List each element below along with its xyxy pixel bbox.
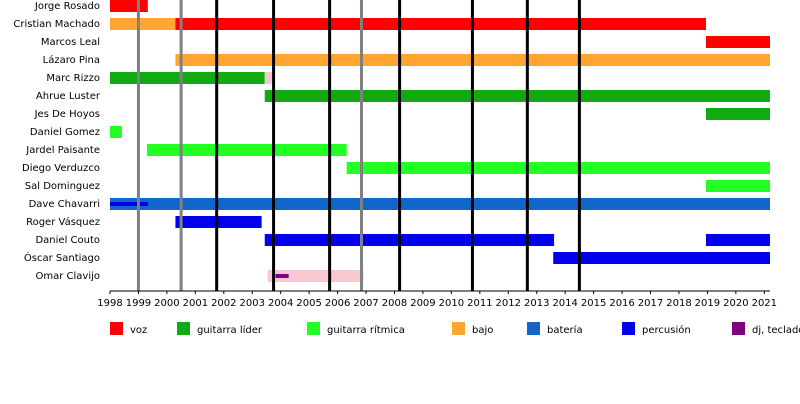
thin-bar: [110, 202, 148, 206]
bar: [264, 90, 770, 102]
x-tick-label: 2021: [752, 298, 777, 309]
legend-label: bajo: [472, 325, 493, 336]
x-tick-label: 1998: [97, 298, 122, 309]
x-tick-label: 1999: [126, 298, 151, 309]
x-tick-label: 2014: [552, 298, 577, 309]
x-tick-label: 2019: [695, 298, 720, 309]
bar: [110, 198, 770, 210]
legend-label: voz: [130, 325, 147, 336]
thin-bar: [275, 274, 289, 278]
x-tick-label: 2012: [496, 298, 521, 309]
bar: [110, 18, 176, 30]
row-label: Roger Vásquez: [26, 216, 100, 228]
bar: [264, 234, 555, 246]
legend-swatch: [732, 322, 745, 335]
bar: [705, 108, 770, 120]
legend-swatch: [452, 322, 465, 335]
row-label: Jes De Hoyos: [34, 109, 100, 120]
bar: [175, 18, 706, 30]
legend-swatch: [307, 322, 320, 335]
x-tick-label: 2010: [439, 298, 464, 309]
x-tick-label: 2007: [353, 298, 378, 309]
row-label: Omar Clavijo: [35, 271, 100, 282]
x-tick-label: 2003: [240, 298, 265, 309]
bar: [175, 216, 262, 228]
row-label: Marc Rizzo: [46, 73, 100, 84]
bar: [267, 270, 364, 282]
x-tick-label: 2013: [524, 298, 549, 309]
row-label: Jardel Paisante: [25, 145, 100, 156]
x-tick-label: 2002: [211, 298, 236, 309]
row-label: Lázaro Pina: [43, 54, 100, 66]
row-label: Ahrue Luster: [36, 91, 101, 102]
bar: [110, 0, 148, 12]
bar: [705, 36, 770, 48]
x-tick-label: 2020: [723, 298, 748, 309]
legend-label: guitarra líder: [197, 324, 263, 336]
legend-swatch: [110, 322, 123, 335]
bar: [110, 72, 265, 84]
bar: [110, 126, 122, 138]
legend-label: guitarra rítmica: [327, 324, 405, 336]
legend-swatch: [622, 322, 635, 335]
x-tick-label: 2009: [410, 298, 435, 309]
x-tick-label: 2008: [382, 298, 407, 309]
legend-swatch: [177, 322, 190, 335]
bar: [705, 180, 770, 192]
x-tick-label: 2004: [268, 298, 293, 309]
row-label: Diego Verduzco: [22, 163, 100, 174]
legend-label: dj, teclado: [752, 325, 800, 336]
bar: [146, 144, 347, 156]
bar: [264, 72, 273, 84]
x-tick-label: 2018: [666, 298, 691, 309]
x-tick-label: 2001: [183, 298, 208, 309]
bar: [346, 162, 770, 174]
x-tick-label: 2011: [467, 298, 492, 309]
row-label: Daniel Gomez: [30, 127, 100, 138]
x-tick-label: 2006: [325, 298, 350, 309]
bar: [553, 252, 770, 264]
row-label: Marcos Leal: [41, 37, 100, 48]
x-tick-label: 2005: [296, 298, 321, 309]
x-tick-label: 2015: [581, 298, 606, 309]
row-label: Jorge Rosado: [34, 1, 100, 12]
legend-swatch: [527, 322, 540, 335]
legend-label: batería: [547, 324, 583, 336]
row-label: Cristian Machado: [13, 19, 100, 30]
row-label: Dave Chavarri: [29, 199, 100, 210]
row-label: Sal Dominguez: [25, 181, 100, 192]
x-tick-label: 2017: [638, 298, 663, 309]
x-tick-label: 2016: [609, 298, 634, 309]
x-tick-label: 2000: [154, 298, 179, 309]
row-label: Daniel Couto: [35, 235, 100, 246]
row-label: Óscar Santiago: [24, 251, 100, 264]
legend-label: percusión: [642, 324, 691, 336]
bar: [705, 234, 770, 246]
